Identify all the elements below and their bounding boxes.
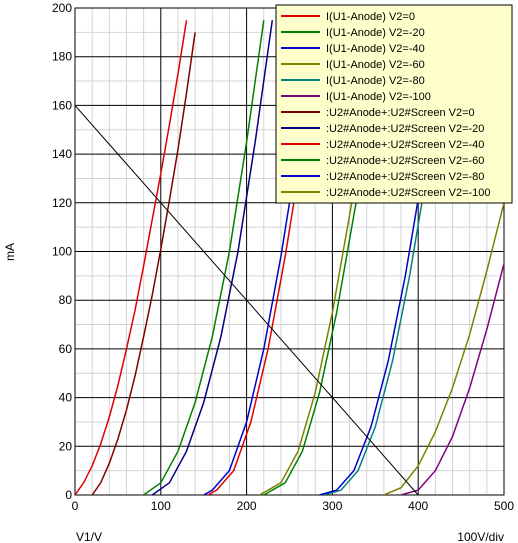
- series-line-1: [75, 20, 188, 495]
- y-tick-label: 60: [59, 342, 73, 356]
- x-axis-label: V1/V: [76, 530, 102, 543]
- y-tick-label: 120: [52, 196, 72, 210]
- load-line: [74, 105, 419, 496]
- legend-entry: :U2#Anode+:U2#Screen V2=0: [326, 107, 475, 119]
- x-tick-label: 200: [237, 499, 257, 513]
- y-tick-label: 160: [52, 98, 72, 112]
- x-tick-label: 100: [151, 499, 171, 513]
- legend-entry: :U2#Anode+:U2#Screen V2=-100: [326, 187, 491, 199]
- legend-box: [275, 4, 513, 204]
- y-tick-label: 0: [65, 488, 72, 502]
- series-line-2: [143, 20, 265, 495]
- y-tick-label: 100: [52, 245, 72, 259]
- x-tick-label: 500: [494, 499, 514, 513]
- legend-entry: :U2#Anode+:U2#Screen V2=-80: [326, 171, 484, 183]
- legend: I(U1-Anode) V2=0 I(U1-Anode) V2=-20 I(U1-A…: [275, 4, 513, 204]
- legend-entry: :U2#Anode+:U2#Screen V2=-40: [326, 139, 484, 151]
- y-tick-label: 20: [59, 439, 73, 453]
- legend-entry: I(U1-Anode) V2=-40: [326, 43, 425, 55]
- x-tick-label: 400: [408, 499, 428, 513]
- y-tick-label: 200: [52, 1, 72, 15]
- y-tick-labels: 0 20 40 60 80 100 120 140 160 180 200: [52, 1, 72, 502]
- x-tick-labels: 0 100 200 300 400 500: [72, 499, 515, 513]
- y-tick-label: 140: [52, 147, 72, 161]
- legend-entry: :U2#Anode+:U2#Screen V2=-20: [326, 123, 484, 135]
- x-tick-label: 0: [72, 499, 79, 513]
- y-tick-label: 180: [52, 50, 72, 64]
- legend-entry: :U2#Anode+:U2#Screen V2=-60: [326, 155, 484, 167]
- y-axis-label: mA: [3, 243, 17, 261]
- legend-entry: I(U1-Anode) V2=-20: [326, 27, 425, 39]
- legend-entry: I(U1-Anode) V2=-80: [326, 75, 425, 87]
- y-tick-label: 80: [59, 293, 73, 307]
- x-scale-label: 100V/div: [457, 530, 504, 543]
- y-tick-label: 40: [59, 391, 73, 405]
- series-line-12: [383, 202, 504, 495]
- legend-entry: I(U1-Anode) V2=-60: [326, 59, 425, 71]
- series-line-6: [400, 263, 504, 495]
- series-line-7: [91, 32, 196, 495]
- legend-entry: I(U1-Anode) V2=0: [326, 11, 415, 23]
- annotation-layer: [74, 105, 419, 496]
- legend-entry: I(U1-Anode) V2=-100: [326, 91, 431, 103]
- series-line-8: [151, 20, 274, 495]
- x-tick-label: 300: [322, 499, 342, 513]
